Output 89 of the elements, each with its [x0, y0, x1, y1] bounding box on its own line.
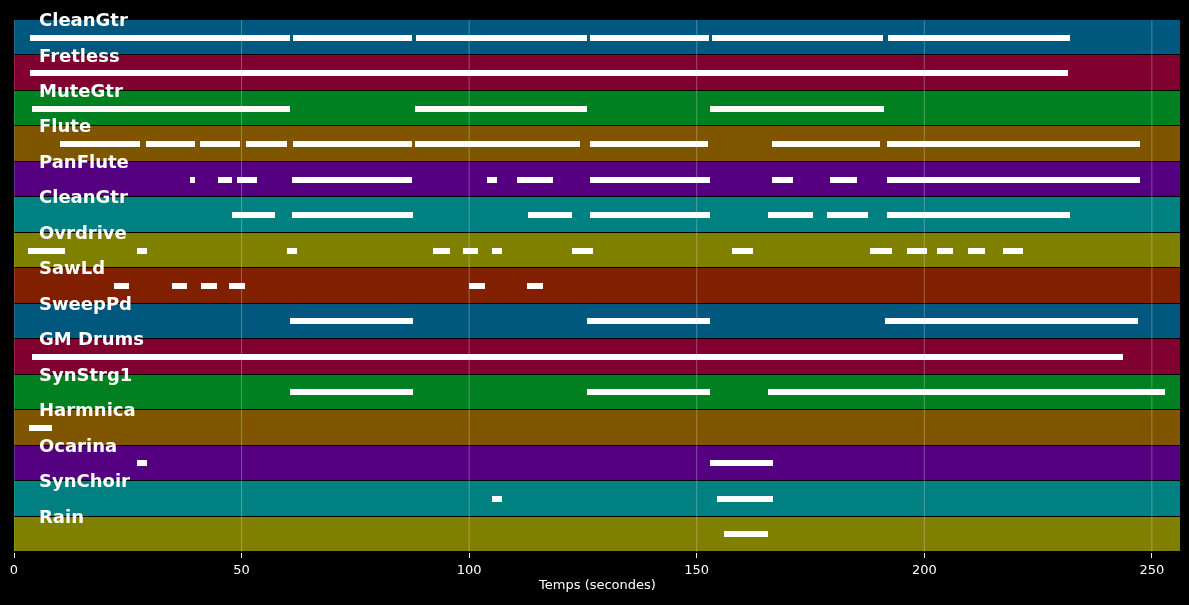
bar — [527, 283, 543, 289]
bar — [587, 389, 710, 395]
bar — [724, 531, 768, 537]
bar — [137, 460, 147, 466]
bar — [572, 248, 593, 254]
bar — [30, 70, 1068, 76]
bar — [712, 35, 883, 41]
bar — [710, 460, 773, 466]
x-tick-label: 100 — [456, 561, 482, 577]
bar — [827, 212, 868, 218]
bar — [732, 248, 753, 254]
bar — [290, 318, 413, 324]
bar — [292, 177, 412, 183]
bar — [137, 248, 147, 254]
bar — [710, 106, 884, 112]
bar — [293, 141, 412, 147]
bar — [146, 141, 195, 147]
bar — [590, 212, 710, 218]
bar — [433, 248, 450, 254]
bar — [200, 141, 240, 147]
bar — [229, 283, 245, 289]
bar — [517, 177, 553, 183]
y-tick-label: SawLd — [39, 257, 106, 279]
bar — [1003, 248, 1023, 254]
bar — [888, 35, 1070, 41]
bar — [487, 177, 497, 183]
bar — [887, 141, 1140, 147]
y-tick-label: CleanGtr — [39, 186, 128, 208]
y-tick-label: SweepPd — [39, 292, 132, 314]
bar — [246, 141, 287, 147]
x-tick-label: 50 — [233, 561, 250, 577]
y-tick-label: Harmnica — [39, 399, 136, 421]
y-tick-label: SynStrg1 — [39, 363, 133, 385]
bar — [885, 318, 1138, 324]
y-tick-label: Rain — [39, 505, 84, 527]
y-tick-label: Ocarina — [39, 434, 118, 456]
bar — [292, 212, 413, 218]
y-tick-label: PanFlute — [39, 150, 129, 172]
bar — [287, 248, 297, 254]
y-tick-label: MuteGtr — [39, 79, 123, 101]
bar — [590, 177, 710, 183]
y-tick-label: Fretless — [39, 44, 120, 66]
bar — [29, 425, 52, 431]
bar — [830, 177, 857, 183]
bar — [587, 318, 710, 324]
bar — [590, 35, 709, 41]
x-tick-label: 0 — [9, 561, 19, 577]
x-axis-title: Temps (secondes) — [538, 577, 656, 593]
bar — [968, 248, 985, 254]
bar — [415, 141, 580, 147]
bar — [937, 248, 953, 254]
bar — [717, 496, 773, 502]
x-tick-label: 150 — [684, 561, 710, 577]
bar — [190, 177, 195, 183]
bar — [114, 283, 129, 289]
y-tick-label: CleanGtr — [39, 9, 128, 31]
bar — [768, 212, 813, 218]
x-tick-label: 200 — [911, 561, 937, 577]
bar — [492, 496, 502, 502]
bar — [528, 212, 572, 218]
bar — [463, 248, 478, 254]
y-tick-label: Ovrdrive — [39, 221, 127, 243]
bar — [28, 248, 65, 254]
bar — [293, 35, 412, 41]
bar — [290, 389, 413, 395]
bar — [30, 35, 290, 41]
bar — [590, 141, 708, 147]
bar — [870, 248, 892, 254]
bar — [415, 106, 587, 112]
bar — [887, 177, 1140, 183]
bar — [32, 354, 1123, 360]
bar — [492, 248, 502, 254]
bar — [772, 141, 880, 147]
y-tick-label: SynChoir — [39, 470, 131, 492]
bar — [907, 248, 927, 254]
bar — [887, 212, 1070, 218]
bar — [237, 177, 257, 183]
y-tick-label: GM Drums — [39, 328, 145, 350]
bar — [60, 141, 140, 147]
bar — [201, 283, 217, 289]
y-tick-label: Flute — [39, 115, 92, 137]
bar — [232, 212, 275, 218]
bar — [772, 177, 793, 183]
bar — [469, 283, 485, 289]
bar — [32, 106, 290, 112]
bar — [416, 35, 587, 41]
x-tick-label: 250 — [1139, 561, 1165, 577]
bar — [172, 283, 187, 289]
bar — [218, 177, 232, 183]
